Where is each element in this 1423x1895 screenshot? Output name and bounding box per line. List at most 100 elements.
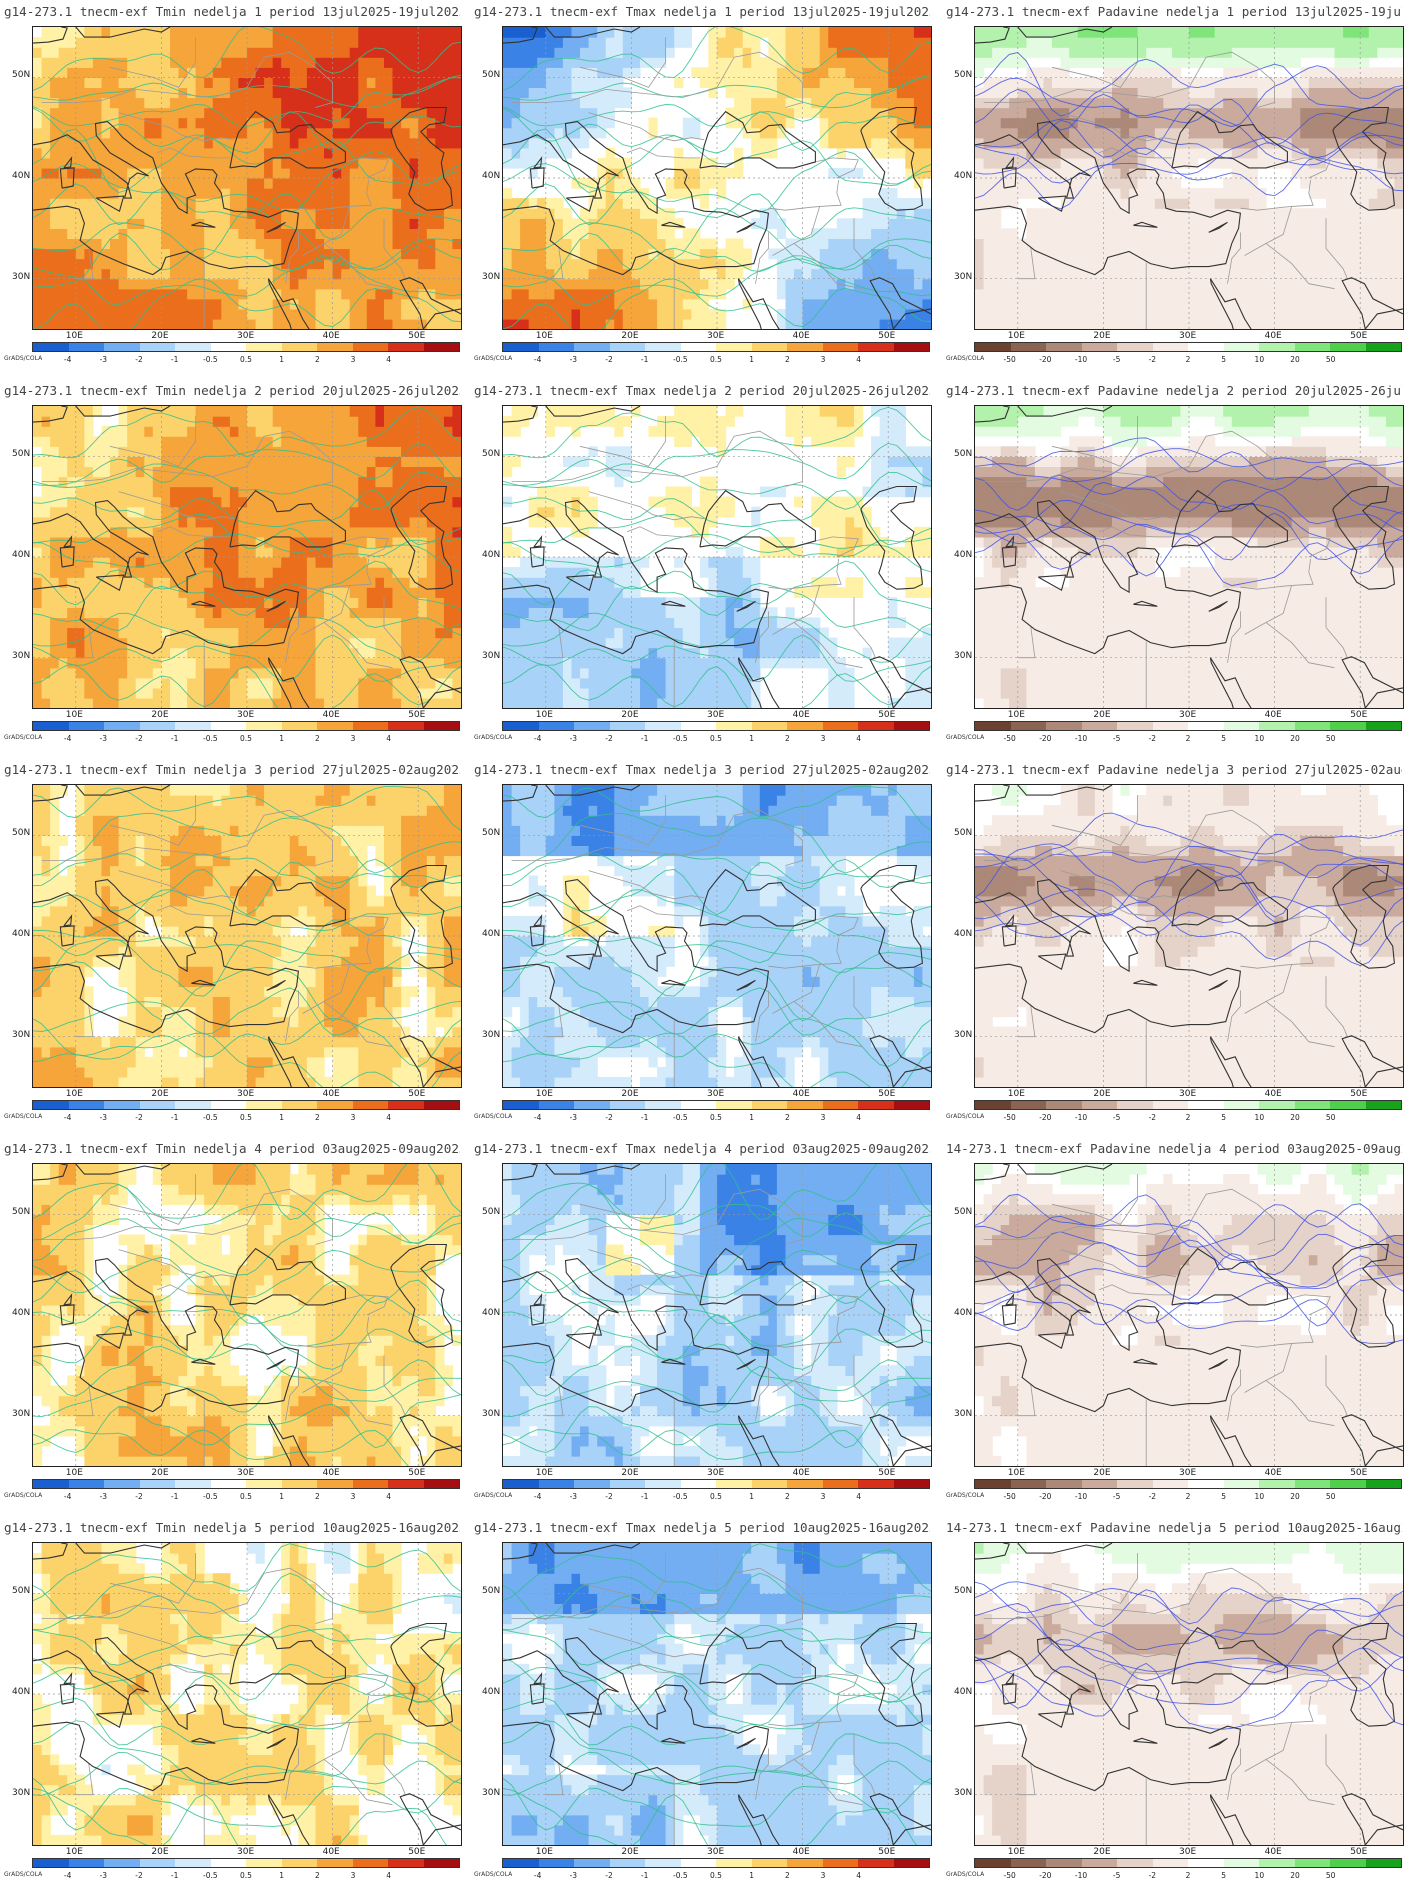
colorbar-swatch bbox=[751, 1859, 787, 1867]
lon-label: 30E bbox=[1179, 710, 1196, 720]
colorbar-tick-label: -2 bbox=[1149, 355, 1156, 364]
colorbar-tick-label: 4 bbox=[386, 355, 391, 364]
colorbar-swatch bbox=[503, 1480, 539, 1488]
colorbar-tick-label: 2 bbox=[1186, 734, 1191, 743]
colorbar-labels: -4 -3 -2 -1 -0.5 0.5 1 2 3 4 bbox=[32, 355, 460, 367]
colorbar-tick-label: -2 bbox=[605, 355, 612, 364]
grads-credit: GrADS/COLA bbox=[4, 355, 42, 362]
lat-label: 30N bbox=[954, 1030, 972, 1040]
lon-label: 40E bbox=[1265, 1468, 1282, 1478]
colorbar-swatch bbox=[787, 722, 823, 730]
colorbar-swatch bbox=[246, 1480, 282, 1488]
lon-label: 40E bbox=[793, 1847, 810, 1857]
grads-credit: GrADS/COLA bbox=[474, 1871, 512, 1878]
colorbar-tick-label: 2 bbox=[315, 1113, 320, 1122]
map-panel-tmax-week-3: g14-273.1 tnecm-exf Tmax nedelja 3 perio… bbox=[470, 758, 932, 1133]
coastlines bbox=[33, 1543, 461, 1845]
colorbar bbox=[974, 1100, 1402, 1110]
colorbar-swatch bbox=[1081, 1480, 1117, 1488]
colorbar-labels: -4 -3 -2 -1 -0.5 0.5 1 2 3 4 bbox=[32, 1492, 460, 1504]
colorbar-tick-label: -20 bbox=[1039, 1871, 1051, 1880]
coastlines bbox=[975, 406, 1403, 708]
grads-credit: GrADS/COLA bbox=[4, 734, 42, 741]
colorbar-tick-label: 50 bbox=[1326, 734, 1336, 743]
colorbar-labels: -4 -3 -2 -1 -0.5 0.5 1 2 3 4 bbox=[502, 1113, 930, 1125]
colorbar-swatch bbox=[104, 722, 140, 730]
panel-title: g14-273.1 tnecm-exf Tmin nedelja 2 perio… bbox=[4, 383, 460, 398]
colorbar-swatch bbox=[423, 1101, 459, 1109]
map-svg bbox=[975, 1164, 1403, 1466]
colorbar-swatch bbox=[317, 343, 353, 351]
colorbar-swatch bbox=[139, 1859, 175, 1867]
colorbar-swatch bbox=[1046, 722, 1082, 730]
lat-label: 50N bbox=[482, 1586, 500, 1596]
colorbar-tick-label: -3 bbox=[570, 1492, 577, 1501]
anomaly-shading bbox=[33, 406, 461, 708]
colorbar-swatch bbox=[645, 1480, 681, 1488]
colorbar-swatch bbox=[1010, 1480, 1046, 1488]
panel-title: g14-273.1 tnecm-exf Tmax nedelja 5 perio… bbox=[474, 1520, 930, 1535]
colorbar-labels: -50 -20 -10 -5 -2 2 5 10 20 50 bbox=[974, 355, 1402, 367]
coastlines bbox=[33, 1164, 461, 1466]
colorbar-tick-label: -4 bbox=[64, 734, 71, 743]
panel-title: g14-273.1 tnecm-exf Tmax nedelja 2 perio… bbox=[474, 383, 930, 398]
lon-label: 30E bbox=[1179, 1847, 1196, 1857]
colorbar-labels: -50 -20 -10 -5 -2 2 5 10 20 50 bbox=[974, 1113, 1402, 1125]
colorbar-tick-label: 4 bbox=[856, 1113, 861, 1122]
colorbar bbox=[32, 342, 460, 352]
colorbar-tick-label: -10 bbox=[1075, 355, 1087, 364]
colorbar-tick-label: 1 bbox=[749, 734, 754, 743]
lat-label: 40N bbox=[482, 1687, 500, 1697]
colorbar-swatch bbox=[609, 1859, 645, 1867]
map-plot-area bbox=[974, 26, 1404, 330]
colorbar-swatch bbox=[858, 1859, 894, 1867]
colorbar-swatch bbox=[680, 722, 716, 730]
colorbar-tick-label: 4 bbox=[856, 355, 861, 364]
colorbar-tick-label: 50 bbox=[1326, 1113, 1336, 1122]
graticule bbox=[33, 406, 461, 708]
colorbar-swatch bbox=[1188, 1480, 1224, 1488]
colorbar-swatch bbox=[33, 1859, 69, 1867]
colorbar-swatch bbox=[210, 1859, 246, 1867]
colorbar-tick-label: 4 bbox=[856, 1492, 861, 1501]
colorbar-tick-label: -3 bbox=[100, 1113, 107, 1122]
lon-label: 10E bbox=[1008, 331, 1025, 341]
coastlines bbox=[503, 27, 931, 329]
colorbar-swatch bbox=[139, 1101, 175, 1109]
lon-label: 40E bbox=[323, 1468, 340, 1478]
colorbar-labels: -4 -3 -2 -1 -0.5 0.5 1 2 3 4 bbox=[32, 1113, 460, 1125]
colorbar-swatch bbox=[317, 1480, 353, 1488]
colorbar-tick-label: -2 bbox=[135, 1492, 142, 1501]
colorbar-swatch bbox=[822, 1101, 858, 1109]
lat-label: 40N bbox=[12, 171, 30, 181]
colorbar-tick-label: -3 bbox=[100, 1871, 107, 1880]
colorbar-swatch bbox=[503, 722, 539, 730]
lat-label: 30N bbox=[12, 1788, 30, 1798]
lon-label: 20E bbox=[151, 1847, 168, 1857]
colorbar-tick-label: -0.5 bbox=[673, 734, 688, 743]
lon-label: 50E bbox=[878, 331, 895, 341]
colorbar-swatch bbox=[352, 722, 388, 730]
colorbar-swatch bbox=[574, 1859, 610, 1867]
map-panel-tmax-week-1: g14-273.1 tnecm-exf Tmax nedelja 1 perio… bbox=[470, 0, 932, 375]
lat-label: 30N bbox=[12, 272, 30, 282]
lat-label: 30N bbox=[482, 651, 500, 661]
lat-label: 50N bbox=[12, 449, 30, 459]
colorbar-tick-label: -1 bbox=[641, 1492, 648, 1501]
coastlines bbox=[33, 406, 461, 708]
colorbar-swatch bbox=[1188, 722, 1224, 730]
colorbar-swatch bbox=[787, 1480, 823, 1488]
colorbar-swatch bbox=[1117, 343, 1153, 351]
lat-label: 30N bbox=[482, 1788, 500, 1798]
lat-label: 50N bbox=[954, 70, 972, 80]
lon-label: 20E bbox=[621, 1089, 638, 1099]
panel-title: g14-273.1 tnecm-exf Padavine nedelja 2 p… bbox=[946, 383, 1402, 398]
anomaly-shading bbox=[503, 785, 931, 1087]
colorbar-tick-label: -20 bbox=[1039, 355, 1051, 364]
grads-credit: GrADS/COLA bbox=[946, 1113, 984, 1120]
lon-label: 50E bbox=[1350, 1468, 1367, 1478]
colorbar-swatch bbox=[1046, 343, 1082, 351]
temperature-contours bbox=[503, 27, 931, 329]
colorbar-tick-label: -3 bbox=[100, 1492, 107, 1501]
colorbar-tick-label: 10 bbox=[1255, 1871, 1265, 1880]
